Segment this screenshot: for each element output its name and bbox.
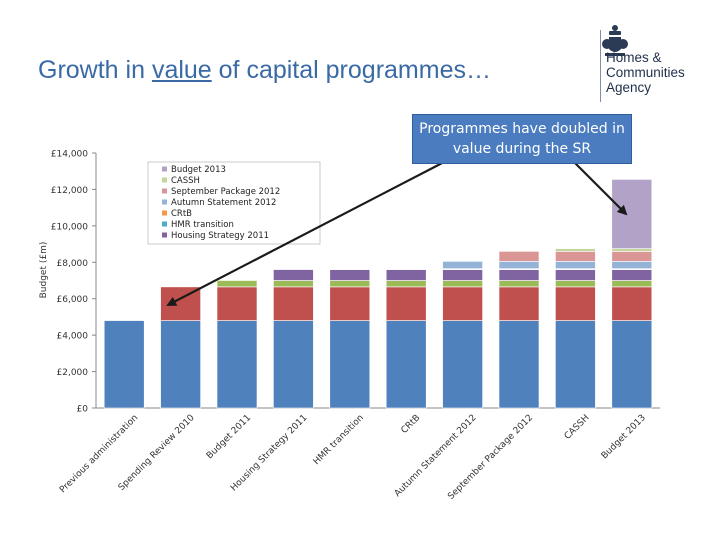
- legend-label: Autumn Statement 2012: [171, 198, 276, 208]
- callout-arrow-left: [166, 159, 449, 306]
- bar-segment: [273, 269, 314, 281]
- bar-segment: [555, 286, 596, 321]
- bar-segment: [555, 280, 596, 288]
- legend-label: CASSH: [171, 176, 200, 186]
- bar-segment: [555, 320, 596, 409]
- x-tick-label: Budget 2013: [600, 413, 648, 461]
- bar-segment: [273, 280, 314, 288]
- bar-segment: [442, 269, 483, 281]
- bar-segment: [498, 280, 540, 288]
- bar-segment: [555, 248, 596, 252]
- legend-swatch: [162, 166, 167, 172]
- legend-swatch: [162, 221, 167, 227]
- legend-label: Housing Strategy 2011: [171, 231, 269, 241]
- logo-line-1: Homes &: [606, 50, 662, 65]
- bar-segment: [160, 320, 201, 409]
- bar-stacks: [103, 179, 653, 409]
- bar-segment: [611, 320, 653, 409]
- bar-segment: [498, 320, 540, 409]
- bar-segment: [555, 269, 596, 281]
- bar-segment: [498, 261, 540, 269]
- title-text-before: Growth in: [38, 56, 152, 84]
- logo-divider: [600, 30, 601, 102]
- y-tick-label: £2,000: [57, 368, 89, 378]
- legend-swatch: [162, 188, 167, 194]
- title-underlined-word: value: [151, 56, 212, 84]
- bar-segment: [611, 248, 653, 252]
- royal-crest-icon: [602, 25, 628, 56]
- bar-segment: [442, 286, 483, 321]
- y-axis-title: Budget (£m): [39, 242, 49, 299]
- legend-label: HMR transition: [171, 220, 234, 230]
- logo-line-2: Communities: [606, 65, 685, 80]
- x-tick-label: CRtB: [400, 413, 423, 436]
- bar-segment: [442, 261, 483, 269]
- legend-label: September Package 2012: [171, 187, 280, 197]
- bar-segment: [329, 286, 371, 321]
- bar-segment: [442, 280, 483, 288]
- legend-swatch: [162, 177, 167, 183]
- bar-segment: [329, 268, 371, 270]
- bar-segment: [498, 251, 540, 262]
- x-tick-label: Budget 2011: [205, 413, 253, 461]
- bar-segment: [611, 179, 653, 249]
- y-tick-label: £0: [77, 405, 89, 415]
- logo-name: Homes & Communities Agency: [606, 50, 685, 95]
- bar-segment: [555, 251, 596, 262]
- bar-segment: [611, 261, 653, 269]
- legend-swatch: [162, 199, 167, 205]
- bar-segment: [611, 251, 653, 262]
- x-tick-label: CASSH: [563, 413, 592, 442]
- bar-segment: [611, 280, 653, 288]
- title-text-after: of capital programmes…: [211, 56, 491, 84]
- y-tick-label: £12,000: [51, 186, 88, 196]
- bar-segment: [329, 280, 371, 288]
- logo-line-3: Agency: [606, 80, 652, 95]
- bar-segment: [611, 269, 653, 281]
- agency-logo: Homes & Communities Agency: [598, 20, 710, 106]
- y-tick-label: £6,000: [57, 295, 89, 305]
- callout-arrows: [166, 159, 628, 306]
- legend-label: CRtB: [171, 209, 192, 219]
- bar-segment: [273, 286, 314, 321]
- bar-segment: [555, 261, 596, 269]
- bar-segment: [498, 269, 540, 281]
- y-tick-label: £10,000: [51, 222, 88, 232]
- bar-segment: [498, 286, 540, 321]
- x-tick-label: HMR transition: [312, 413, 366, 467]
- bar-segment: [216, 286, 258, 321]
- slide-title: Growth in value of capital programmes…: [38, 56, 491, 85]
- bar-segment: [329, 320, 371, 409]
- y-tick-label: £14,000: [51, 150, 88, 160]
- y-tick-label: £8,000: [57, 259, 89, 269]
- y-tick-label: £4,000: [57, 332, 89, 342]
- bar-segment: [442, 320, 483, 409]
- legend-label: Budget 2013: [171, 165, 226, 175]
- bar-segment: [329, 269, 371, 281]
- bar-segment: [103, 320, 145, 409]
- bar-segment: [385, 280, 427, 288]
- bar-segment: [385, 269, 427, 281]
- legend-swatch: [162, 210, 167, 216]
- bar-segment: [216, 320, 258, 409]
- callout-box: Programmes have doubled in value during …: [412, 114, 632, 164]
- bar-segment: [611, 286, 653, 321]
- bar-segment: [385, 320, 427, 409]
- legend-box: [147, 161, 321, 245]
- bar-segment: [273, 320, 314, 409]
- legend-swatch: [162, 232, 167, 238]
- bar-segment: [385, 286, 427, 321]
- callout-arrow-right: [571, 159, 628, 216]
- bar-segment: [216, 280, 258, 288]
